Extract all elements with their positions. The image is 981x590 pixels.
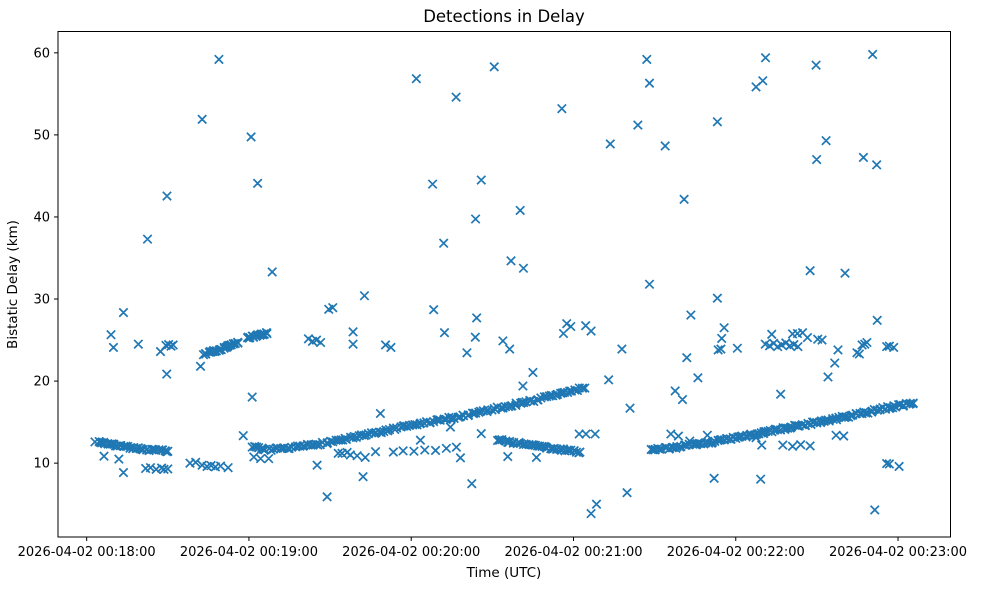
y-axis-ticks: 10 20 30 40 50 60 [33,46,58,472]
x-tick-label: 2026-04-02 00:22:00 [667,545,805,560]
y-tick-label: 40 [33,210,50,225]
x-tick-label: 2026-04-02 00:18:00 [18,545,156,560]
y-tick-label: 50 [33,128,50,143]
x-tick-label: 2026-04-02 00:23:00 [829,545,967,560]
x-axis-label: Time (UTC) [466,565,542,581]
y-tick-label: 30 [33,293,50,308]
y-tick-label: 20 [33,375,50,390]
y-tick-label: 10 [33,457,50,472]
x-tick-label: 2026-04-02 00:21:00 [504,545,642,560]
x-axis-ticks: 2026-04-02 00:18:00 2026-04-02 00:19:00 20… [18,537,967,560]
x-tick-label: 2026-04-02 00:20:00 [342,545,480,560]
y-axis-label: Bistatic Delay (km) [5,220,21,349]
plot-title: Detections in Delay [423,7,585,26]
y-tick-label: 60 [33,46,50,61]
x-tick-label: 2026-04-02 00:19:00 [180,545,318,560]
scatter-markers [90,49,919,519]
